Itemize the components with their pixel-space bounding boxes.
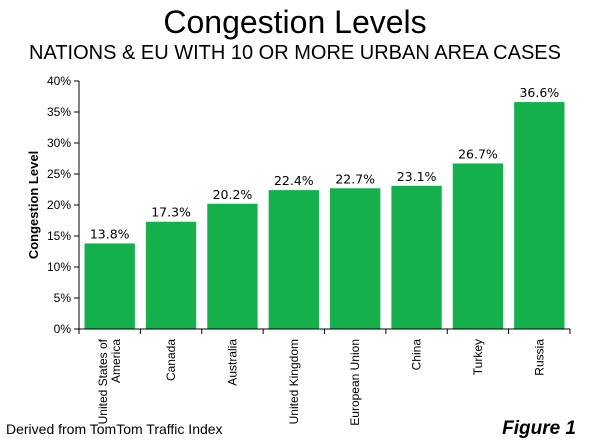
data-label: 26.7%	[458, 146, 498, 161]
bar	[452, 163, 504, 329]
y-tick-label: 15%	[47, 229, 71, 243]
data-label: 13.8%	[90, 226, 130, 241]
x-tick-label: United States ofAmerica	[96, 338, 123, 424]
bar	[207, 203, 258, 329]
bar	[391, 185, 442, 329]
bar	[268, 190, 319, 329]
bar	[514, 102, 565, 329]
y-tick-label: 25%	[47, 167, 71, 181]
source-note: Derived from TomTom Traffic Index	[6, 421, 223, 437]
chart-subtitle: NATIONS & EU WITH 10 OR MORE URBAN AREA …	[29, 42, 561, 64]
y-axis: 0% 5% 10% 15% 20% 25% 30% 35% 40%	[47, 74, 80, 336]
y-axis-label: Congestion Level	[26, 151, 41, 259]
x-tick-label: Turkey	[471, 339, 485, 375]
y-tick-label: 40%	[47, 74, 71, 88]
y-tick-label: 20%	[47, 198, 71, 212]
bar	[145, 221, 197, 329]
x-tick-label: Russia	[532, 339, 546, 376]
y-tick-label: 5%	[54, 291, 72, 305]
x-tick-label: Australia	[225, 339, 239, 386]
x-tick-label: China	[410, 339, 424, 371]
y-tick-label: 10%	[47, 260, 71, 274]
chart-title: Congestion Levels	[163, 4, 427, 40]
y-tick-label: 35%	[47, 105, 71, 119]
data-label: 22.4%	[274, 173, 314, 188]
data-label: 36.6%	[519, 85, 559, 100]
bar	[330, 188, 381, 329]
x-axis: United States ofAmerica Canada Australia Un…	[78, 328, 571, 426]
bar	[84, 243, 135, 329]
x-tick-label: United Kingdom	[287, 339, 301, 424]
data-label: 17.3%	[151, 205, 191, 220]
x-tick-label: Canada	[164, 339, 178, 381]
x-tick-label: European Union	[348, 339, 362, 426]
data-label: 20.2%	[213, 187, 253, 202]
data-label: 23.1%	[397, 169, 437, 184]
bars: 13.8% 17.3% 20.2% 22.4% 22.7% 23.1% 26.7% 36.6%	[84, 85, 565, 329]
data-label: 22.7%	[335, 171, 375, 186]
figure-label: Figure 1	[502, 418, 576, 439]
y-tick-label: 0%	[54, 322, 72, 336]
y-tick-label: 30%	[47, 136, 71, 150]
